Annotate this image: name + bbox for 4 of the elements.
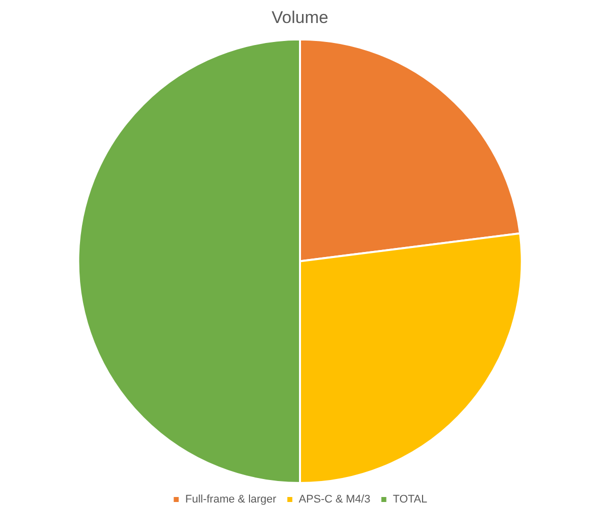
legend-label: APS-C & M4/3	[298, 494, 370, 506]
legend-label: Full-frame & larger	[185, 494, 277, 506]
chart-title: Volume	[272, 8, 328, 27]
legend-label: TOTAL	[392, 494, 428, 506]
